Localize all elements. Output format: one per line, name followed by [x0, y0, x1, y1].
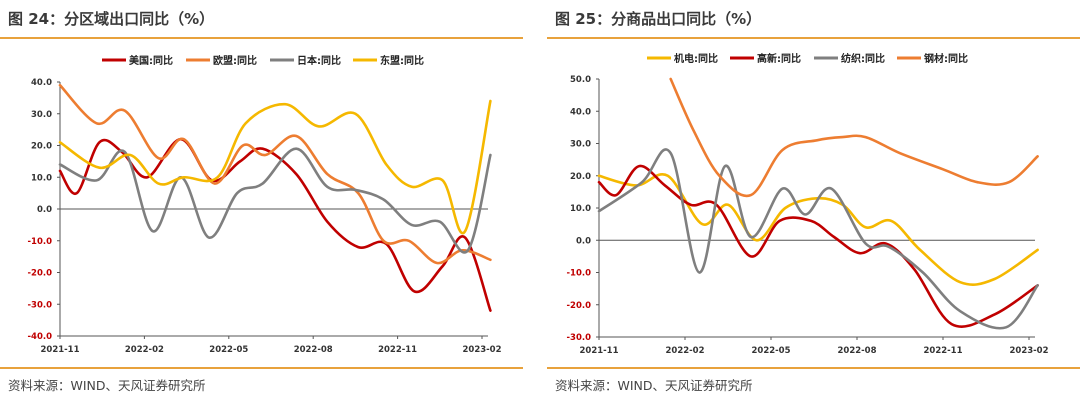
y-tick-label: -10.0 [28, 237, 53, 247]
x-tick-label: 2022-11 [923, 346, 962, 356]
legend-label: 高新:同比 [757, 52, 801, 65]
y-tick-label: -20.0 [28, 269, 53, 279]
series-line [58, 83, 492, 265]
y-tick-label: 0.0 [37, 205, 52, 215]
x-tick-label: 2022-08 [837, 346, 876, 356]
x-tick-label: 2022-08 [294, 345, 333, 355]
y-tick-label: 0.0 [576, 236, 591, 246]
source-rule [547, 367, 1080, 369]
series-line [669, 77, 1039, 198]
source-note: 资料来源：WIND、天风证券研究所 [8, 378, 206, 393]
y-tick-label: 10.0 [570, 204, 591, 214]
y-tick-label: 40.0 [31, 78, 52, 88]
legend-label: 机电:同比 [674, 52, 718, 65]
y-tick-label: 50.0 [570, 75, 591, 85]
series-line [58, 137, 492, 312]
x-tick-label: 2023-02 [462, 345, 501, 355]
series-line [597, 173, 1039, 286]
legend-label: 钢材:同比 [924, 52, 968, 65]
y-tick-label: 30.0 [31, 110, 52, 120]
x-tick-label: 2022-05 [209, 345, 248, 355]
y-tick-label: 20.0 [570, 172, 591, 182]
y-tick-label: 30.0 [570, 140, 591, 150]
x-tick-label: 2022-11 [378, 345, 417, 355]
x-tick-label: 2021-11 [40, 345, 79, 355]
source-rule [0, 367, 523, 369]
series-line [597, 164, 1039, 328]
source-note: 资料来源：WIND、天风证券研究所 [555, 378, 753, 393]
legend-label: 东盟:同比 [380, 54, 424, 67]
legend-label: 纺织:同比 [841, 52, 885, 65]
y-tick-label: -20.0 [567, 301, 592, 311]
line-chart: 40.0 30.0 20.0 10.0 0.0 -10.0 -20.0 -30.0 -40.0 2… [28, 54, 502, 355]
x-tick-label: 2021-11 [579, 346, 618, 356]
legend-label: 日本:同比 [297, 54, 341, 67]
chart-title: 图 25：分商品出口同比（%） [555, 10, 762, 28]
x-tick-label: 2022-02 [125, 345, 164, 355]
legend-label: 美国:同比 [129, 54, 173, 67]
line-chart: 50.0 40.0 30.0 20.0 10.0 0.0 -10.0 -20.0 -30.0 20… [567, 52, 1049, 356]
y-tick-label: 10.0 [31, 173, 52, 183]
legend-label: 欧盟:同比 [213, 54, 257, 67]
x-tick-label: 2023-02 [1009, 346, 1048, 356]
chart-panel-exports-by-region: 图 24：分区域出口同比（%） 40.0 30.0 20.0 10.0 0.0 -10.0… [0, 0, 530, 402]
y-tick-label: -30.0 [567, 333, 592, 343]
y-tick-label: -30.0 [28, 300, 53, 310]
y-tick-label: -40.0 [28, 332, 53, 342]
y-tick-label: -10.0 [567, 269, 592, 279]
series-line [597, 148, 1039, 330]
title-rule [0, 37, 523, 39]
series-line [58, 99, 492, 235]
y-tick-label: 40.0 [570, 107, 591, 117]
chart-panel-exports-by-product: 图 25：分商品出口同比（%） 50.0 40.0 30.0 20.0 10.0 0.0 -… [547, 0, 1080, 402]
x-tick-label: 2022-02 [665, 346, 704, 356]
chart-title: 图 24：分区域出口同比（%） [8, 10, 215, 28]
y-tick-label: 20.0 [31, 142, 52, 152]
x-tick-label: 2022-05 [751, 346, 790, 356]
series-line [58, 147, 492, 254]
title-rule [547, 37, 1080, 39]
